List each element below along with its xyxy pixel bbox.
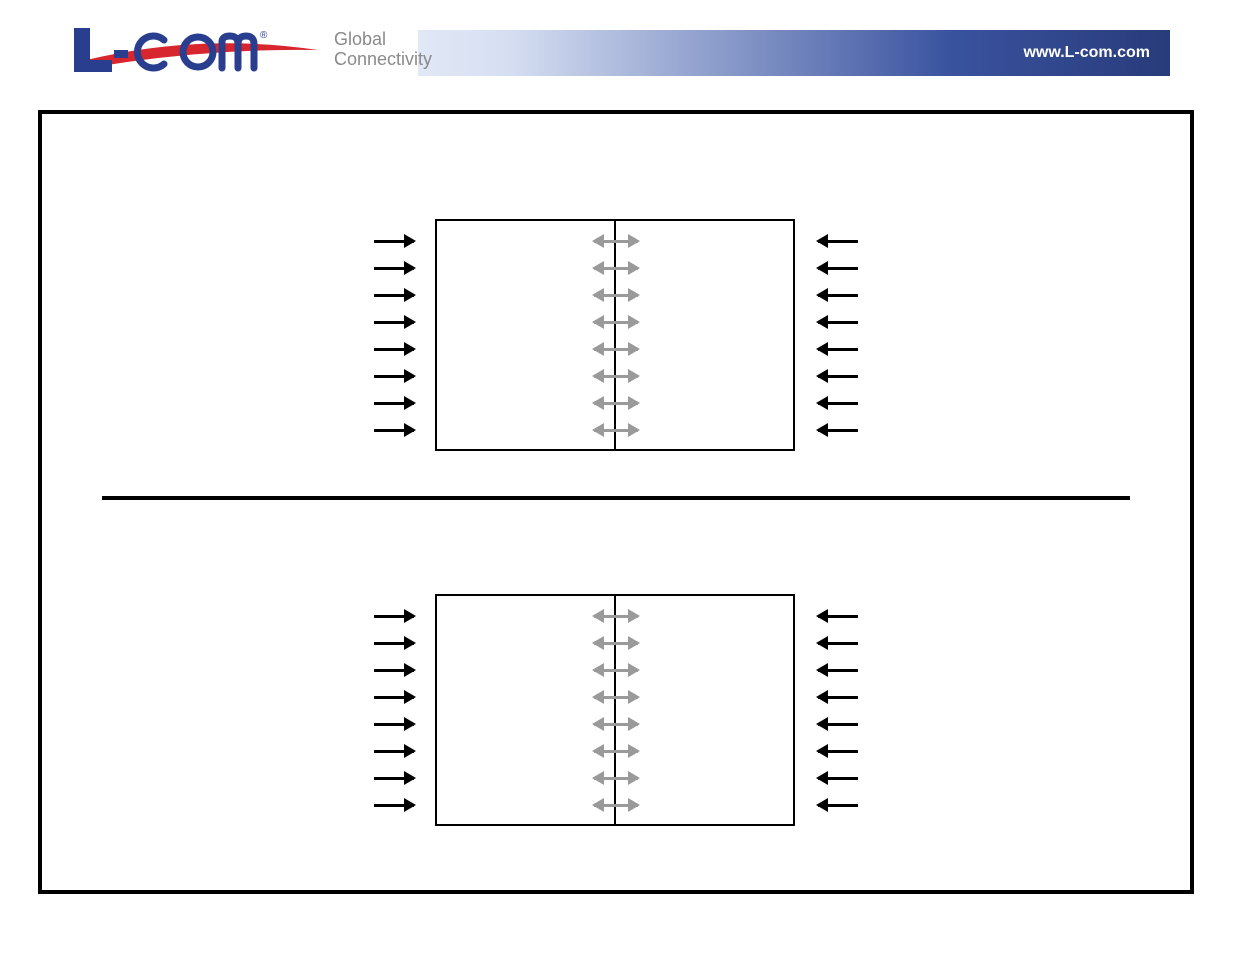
- arrow-bidirectional-icon: [594, 348, 638, 351]
- arrow-left-icon: [818, 750, 858, 753]
- brand-logo: ® Global Connectivity: [68, 22, 418, 82]
- arrow-left-icon: [818, 642, 858, 645]
- logo-tagline: Global Connectivity: [334, 30, 432, 70]
- arrow-bidirectional-icon: [594, 402, 638, 405]
- page-frame: [38, 110, 1194, 894]
- arrow-bidirectional-icon: [594, 642, 638, 645]
- top-right-arrows: [798, 219, 858, 451]
- arrow-right-icon: [374, 294, 414, 297]
- top-left-arrows: [374, 219, 434, 451]
- arrow-left-icon: [818, 267, 858, 270]
- arrow-bidirectional-icon: [594, 804, 638, 807]
- arrow-bidirectional-icon: [594, 723, 638, 726]
- arrow-left-icon: [818, 429, 858, 432]
- arrow-bidirectional-icon: [594, 429, 638, 432]
- arrow-bidirectional-icon: [594, 294, 638, 297]
- arrow-bidirectional-icon: [594, 777, 638, 780]
- arrow-left-icon: [818, 723, 858, 726]
- arrow-bidirectional-icon: [594, 321, 638, 324]
- arrow-bidirectional-icon: [594, 696, 638, 699]
- arrow-right-icon: [374, 240, 414, 243]
- arrow-right-icon: [374, 615, 414, 618]
- lcom-logo-icon: ®: [68, 22, 328, 78]
- arrow-right-icon: [374, 804, 414, 807]
- arrow-right-icon: [374, 669, 414, 672]
- arrow-right-icon: [374, 429, 414, 432]
- arrow-bidirectional-icon: [594, 669, 638, 672]
- bottom-left-arrows: [374, 594, 434, 826]
- arrow-right-icon: [374, 402, 414, 405]
- arrow-bidirectional-icon: [594, 267, 638, 270]
- bottom-right-arrows: [798, 594, 858, 826]
- divider-line: [102, 496, 1130, 500]
- arrow-right-icon: [374, 696, 414, 699]
- arrow-left-icon: [818, 696, 858, 699]
- arrow-left-icon: [818, 402, 858, 405]
- tagline-line1: Global: [334, 30, 432, 50]
- arrow-bidirectional-icon: [594, 375, 638, 378]
- arrow-bidirectional-icon: [594, 750, 638, 753]
- arrow-left-icon: [818, 321, 858, 324]
- arrow-left-icon: [818, 804, 858, 807]
- arrow-right-icon: [374, 723, 414, 726]
- bottom-connector-pair: [435, 594, 797, 826]
- bottom-center-arrows: [581, 594, 651, 826]
- arrow-right-icon: [374, 267, 414, 270]
- top-connector-pair: [435, 219, 797, 451]
- arrow-left-icon: [818, 375, 858, 378]
- tagline-line2: Connectivity: [334, 50, 432, 70]
- top-center-arrows: [581, 219, 651, 451]
- arrow-right-icon: [374, 321, 414, 324]
- arrow-bidirectional-icon: [594, 615, 638, 618]
- arrow-left-icon: [818, 348, 858, 351]
- arrow-right-icon: [374, 375, 414, 378]
- arrow-right-icon: [374, 642, 414, 645]
- arrow-right-icon: [374, 777, 414, 780]
- arrow-left-icon: [818, 615, 858, 618]
- diagram-top: [42, 219, 1190, 459]
- header-url[interactable]: www.L-com.com: [1023, 44, 1150, 62]
- arrow-right-icon: [374, 348, 414, 351]
- arrow-left-icon: [818, 294, 858, 297]
- registered-mark: ®: [260, 30, 268, 41]
- arrow-bidirectional-icon: [594, 240, 638, 243]
- diagram-bottom: [42, 594, 1190, 834]
- arrow-left-icon: [818, 240, 858, 243]
- arrow-right-icon: [374, 750, 414, 753]
- arrow-left-icon: [818, 669, 858, 672]
- arrow-left-icon: [818, 777, 858, 780]
